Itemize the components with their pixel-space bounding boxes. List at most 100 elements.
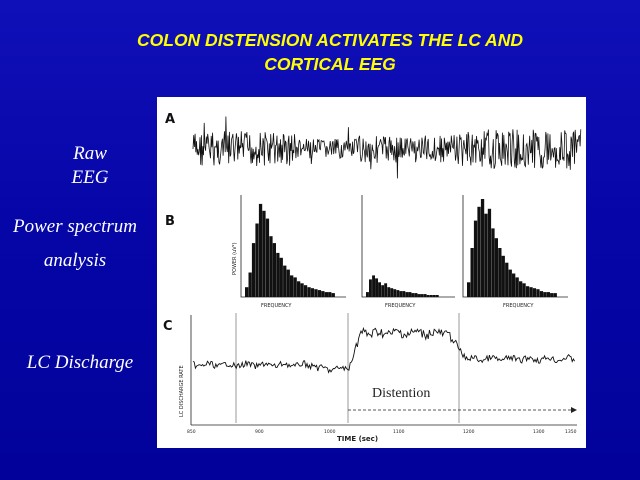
spectrum-bar [467,282,471,297]
spectrum-bar [529,287,533,297]
spectrum-bar [501,255,505,297]
spectrum-bar [494,238,498,297]
power-spectrum-3 [462,195,568,298]
frequency-label-1: FREQUENCY [261,303,292,309]
spectrum-bar [381,285,385,297]
lc-discharge-trace [192,326,575,374]
spectrum-bar [423,294,427,297]
spectrum-bar [426,295,430,297]
spectrum-bar [310,288,315,297]
spectrum-bar [508,269,512,297]
spectrum-bar [435,295,439,297]
raw-eeg-label: Raw EEG [40,142,140,190]
spectrum-bar [245,287,249,297]
spectrum-bar [405,292,409,297]
power-spectrum-label-line-2: analysis [43,250,107,271]
raw-eeg-label-line-1: Raw [73,143,107,164]
spectrum-bar [384,283,388,297]
spectrum-bar [378,282,381,297]
spectrum-bar [550,293,554,297]
time-tick-7: 1350 [565,429,577,435]
slide-title-line-2: CORTICAL EEG [264,54,396,74]
spectrum-bar [420,294,424,297]
spectrum-bar [393,289,397,297]
spectrum-bar [414,293,418,297]
spectrum-bar [473,220,478,297]
spectrum-bar [262,210,266,297]
time-tick-3: 1000 [324,429,336,435]
time-tick-5: 1200 [463,429,475,435]
lc-discharge-label: LC Discharge [26,352,134,373]
spectrum-bar [487,208,492,297]
spectrum-bar [290,275,294,297]
spectrum-bar [553,293,557,297]
spectrum-bar [307,287,311,297]
spectrum-bar [317,290,322,297]
spectrum-bar [417,294,421,297]
lc-rate-axis-label: LC DISCHARGE RATE [179,365,185,417]
spectrum-bar [251,243,256,297]
spectrum-bar [543,292,547,297]
frequency-label-2: FREQUENCY [385,303,416,309]
raw-eeg-trace [192,116,582,179]
spectrum-bar [366,292,369,297]
spectrum-bar [498,248,502,297]
power-spectrum-2 [361,195,455,298]
time-tick-2: 900 [255,429,264,435]
spectrum-bar [324,292,328,297]
spectrum-bar [314,289,318,297]
spectrum-bar [396,290,400,297]
spectrum-bar [300,283,304,297]
spectrum-bar [297,281,301,297]
distention-label: Distention [372,386,431,401]
power-spectrum-label: Power spectrum analysis [0,215,150,273]
spectrum-bar [331,293,335,297]
spectrum-bar [248,272,252,297]
spectrum-bar [402,291,406,297]
power-spectrum-1 [240,195,346,298]
spectrum-bar [390,288,394,297]
distention-arrow-head [571,407,577,413]
spectrum-bar [387,287,391,297]
spectrum-bar [286,269,290,297]
spectrum-bar [269,236,273,297]
spectrum-bar [303,285,308,297]
spectrum-bar [276,252,280,297]
panel-b-letter: B [165,214,175,229]
spectrum-bar [375,278,378,297]
time-axis-label: TIME (sec) [337,435,378,443]
slide-title-line-1: COLON DISTENSION ACTIVATES THE LC AND [137,30,523,50]
time-tick-4: 1100 [393,429,405,435]
spectrum-bar [536,289,540,297]
spectrum-bar [255,223,259,297]
spectrum-bar [372,275,375,297]
spectrum-bar [258,203,263,297]
slide-title: COLON DISTENSION ACTIVATES THE LC AND CO… [0,28,640,76]
spectrum-bar [525,286,530,297]
spectrum-bar [265,218,270,297]
frequency-label-3: FREQUENCY [503,303,534,309]
time-tick-1: 850 [187,429,196,435]
spectrum-bar [283,265,287,297]
spectrum-bar [293,277,297,297]
spectrum-bar [279,257,283,297]
spectrum-bar [546,292,550,297]
spectrum-bar [272,243,276,297]
spectrum-bar [532,288,537,297]
power-axis-label: POWER (uV²) [232,242,238,275]
spectrum-bar [399,291,403,297]
spectrum-bar [429,295,433,297]
spectrum-bar [321,291,325,297]
spectrum-bar [369,279,372,297]
spectrum-bar [477,206,481,297]
spectrum-bar [522,283,526,297]
spectrum-bar [480,199,485,297]
eeg-figure-graphic: A B C POWER (uV²) FREQUENCY FREQUENCY FR… [163,112,582,443]
spectrum-bar [432,295,436,297]
raw-eeg-label-line-2: EEG [71,167,109,188]
spectrum-bar [505,262,509,297]
panel-c-letter: C [163,319,173,334]
spectrum-bar [408,292,412,297]
spectrum-bar [515,277,519,297]
spectrum-bar [491,228,495,297]
